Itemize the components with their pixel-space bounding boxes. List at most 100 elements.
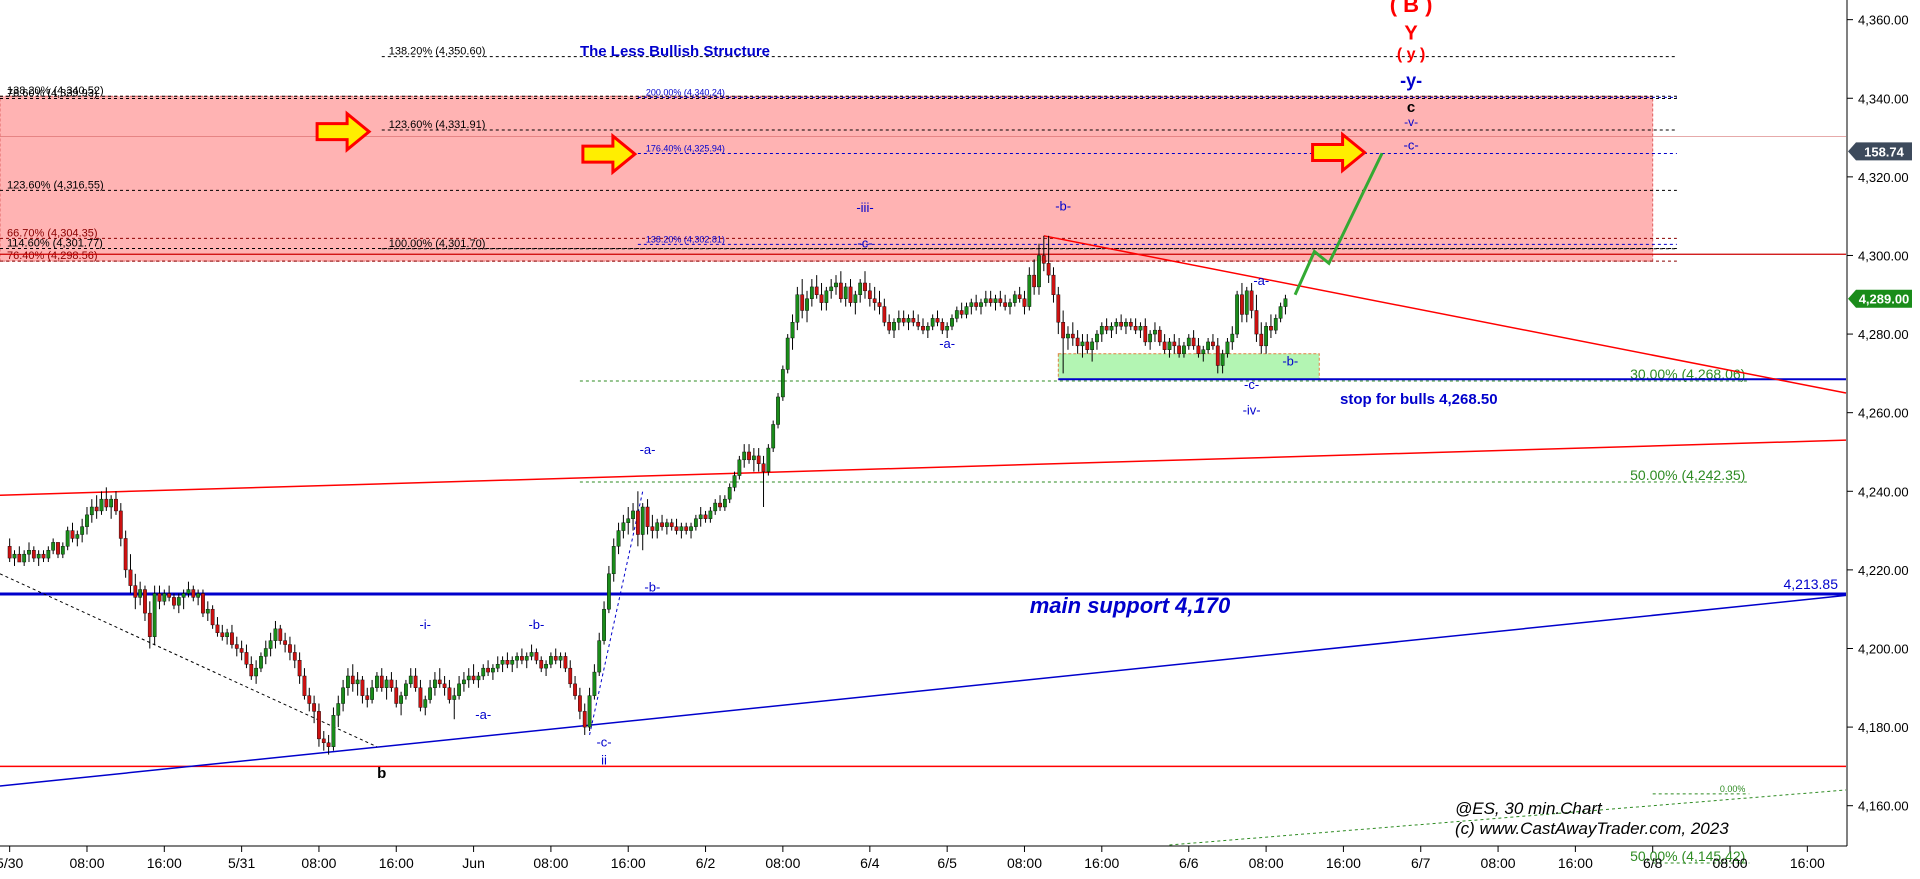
- candle-body: [1153, 329, 1157, 335]
- candle-body: [413, 675, 418, 688]
- wave-label: -iv-: [1243, 403, 1261, 418]
- candle-body: [176, 597, 181, 606]
- candle-body: [800, 294, 805, 311]
- candle-body: [689, 526, 693, 531]
- candle-body: [693, 518, 698, 527]
- candle-body: [1254, 310, 1259, 335]
- indicator-label: 158.74: [1864, 144, 1905, 159]
- candle-body: [524, 656, 529, 661]
- candle-body: [41, 553, 46, 559]
- candle-body: [491, 667, 495, 673]
- candle-body: [27, 550, 31, 555]
- candle-body: [1037, 255, 1041, 288]
- candle-body: [587, 695, 592, 728]
- candle-body: [1109, 326, 1114, 331]
- candle-body: [423, 699, 428, 708]
- candle-body: [1017, 294, 1022, 299]
- candle-body: [1066, 333, 1070, 339]
- candle-body: [727, 487, 732, 500]
- candle-body: [597, 640, 602, 673]
- candle-body: [829, 286, 834, 292]
- candle-body: [80, 526, 85, 535]
- candle-body: [384, 679, 389, 688]
- candle-body: [447, 687, 452, 700]
- wave-label: -v-: [1404, 115, 1418, 129]
- y-tick-label: 4,320.00: [1858, 170, 1909, 185]
- candle-body: [283, 640, 288, 645]
- candle-body: [520, 656, 524, 661]
- candle-body: [611, 546, 616, 575]
- candle-body: [892, 322, 896, 331]
- candle-body: [756, 455, 761, 464]
- candle-body: [505, 660, 510, 665]
- candle-body: [1099, 326, 1104, 335]
- fib-level-label: 100.00% (4,301.70): [389, 238, 486, 250]
- candle-body: [1259, 333, 1264, 347]
- candle-body: [529, 652, 534, 657]
- candle-body: [722, 498, 727, 508]
- candle-body: [201, 593, 205, 614]
- candle-body: [1196, 345, 1201, 354]
- candle-body: [181, 593, 186, 598]
- candle-body: [51, 542, 56, 551]
- x-tick-label: 16:00: [379, 855, 414, 871]
- candle-body: [118, 510, 123, 539]
- candle-body: [771, 424, 776, 449]
- x-tick-label: 08:00: [765, 855, 800, 871]
- candle-body: [70, 530, 75, 539]
- main-support-label: main support 4,170: [1030, 593, 1231, 618]
- candle-body: [500, 660, 505, 665]
- candle-body: [785, 337, 790, 370]
- price-tags-layer: 4,289.00 158.74: [1848, 142, 1912, 308]
- candle-body: [935, 318, 940, 323]
- candle-body: [916, 322, 921, 327]
- wave-label: -c-: [857, 236, 872, 251]
- candle-body: [254, 667, 259, 677]
- candle-body: [901, 318, 906, 323]
- x-tick-label: 16:00: [611, 855, 646, 871]
- x-tick-label: 08:00: [1249, 855, 1284, 871]
- candle-body: [834, 282, 838, 288]
- candle-body: [592, 671, 597, 696]
- candle-body: [1220, 353, 1225, 366]
- candle-body: [539, 660, 544, 669]
- candle-body: [974, 302, 979, 307]
- y-tick-label: 4,180.00: [1858, 720, 1909, 735]
- x-tick-label: 5/31: [228, 855, 255, 871]
- candle-body: [389, 679, 394, 688]
- footer-line-2: (c) www.CastAwayTrader.com, 2023: [1455, 819, 1729, 838]
- candle-body: [1201, 349, 1206, 354]
- candle-body: [969, 302, 974, 307]
- candle-body: [147, 612, 152, 637]
- candle-body: [138, 589, 143, 598]
- candle-body: [515, 656, 519, 661]
- candle-body: [399, 695, 403, 704]
- candle-body: [481, 667, 486, 677]
- fib-level-label: 138.20% (4,340.52): [7, 85, 104, 97]
- candle-body: [896, 318, 901, 323]
- fib-level-label: 114.60% (4,301.77): [7, 238, 103, 250]
- wave-label: -c-: [1403, 137, 1418, 152]
- chart-title: The Less Bullish Structure: [580, 43, 770, 60]
- wave-label: -c-: [596, 735, 611, 750]
- wave-label: -b-: [1055, 198, 1071, 213]
- candle-body: [239, 648, 244, 653]
- candle-body: [747, 451, 751, 461]
- candle-body: [215, 624, 220, 633]
- candle-body: [1177, 345, 1182, 354]
- candle-body: [582, 711, 587, 728]
- candle-body: [1191, 337, 1196, 347]
- candle-body: [471, 675, 476, 681]
- candle-body: [1095, 333, 1099, 343]
- candle-body: [99, 498, 104, 512]
- x-tick-label: 6/6: [1179, 855, 1199, 871]
- arrow-icon: [581, 132, 638, 176]
- candle-body: [1104, 326, 1109, 331]
- green-dotted: [1169, 789, 1847, 846]
- candle-body: [1235, 294, 1240, 335]
- candle-body: [1124, 322, 1128, 327]
- candle-body: [1080, 341, 1085, 347]
- candle-body: [1128, 322, 1133, 327]
- resistance-zone: [0, 95, 1654, 262]
- candle-body: [606, 573, 611, 610]
